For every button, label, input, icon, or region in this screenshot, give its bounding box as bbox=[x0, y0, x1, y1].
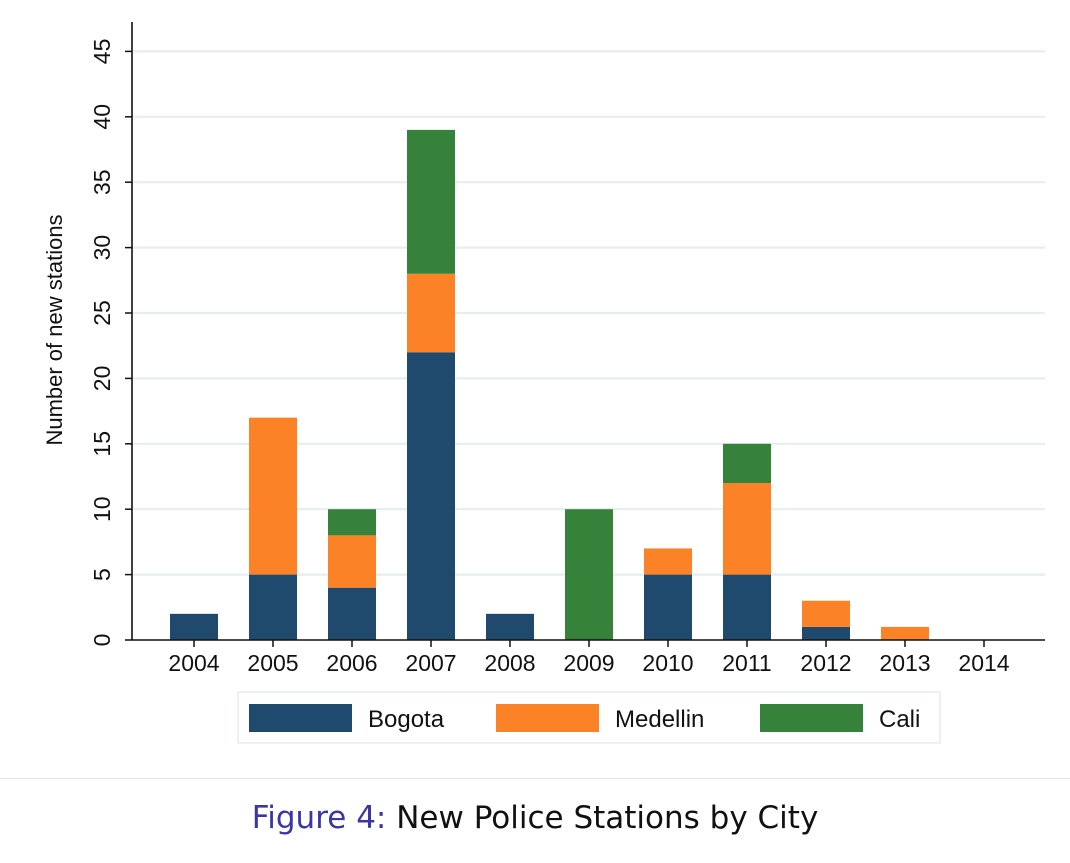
bar-bogota-2012 bbox=[802, 626, 850, 640]
bar-bogota-2007 bbox=[407, 352, 455, 640]
bar-bogota-2006 bbox=[328, 587, 376, 640]
bar-medellin-2010 bbox=[644, 548, 692, 575]
x-ticks: 2004 2005 2006 2007 2008 2009 2010 2011 2012 2013… bbox=[168, 640, 1010, 676]
bar-bogota-2010 bbox=[644, 574, 692, 640]
y-tick-label: 0 bbox=[89, 634, 115, 647]
caption-separator bbox=[0, 778, 1070, 779]
bar-bogota-2008 bbox=[486, 613, 534, 640]
bars bbox=[170, 129, 929, 640]
x-tick-label: 2011 bbox=[722, 650, 771, 676]
x-tick-label: 2007 bbox=[405, 650, 456, 676]
y-tick-label: 35 bbox=[89, 169, 115, 195]
y-axis-label: Number of new stations bbox=[42, 214, 67, 445]
figure-caption: Figure 4: New Police Stations by City bbox=[0, 800, 1070, 836]
figure-number: Figure 4: bbox=[251, 800, 387, 836]
bar-medellin-2011 bbox=[723, 483, 771, 575]
bar-cali-2009 bbox=[565, 509, 613, 640]
y-tick-label: 15 bbox=[89, 431, 115, 457]
x-tick-label: 2004 bbox=[168, 650, 219, 676]
bar-medellin-2006 bbox=[328, 535, 376, 588]
bar-bogota-2005 bbox=[249, 574, 297, 640]
legend-swatch-bogota bbox=[249, 704, 352, 732]
bar-bogota-2004 bbox=[170, 613, 218, 640]
bar-cali-2011 bbox=[723, 443, 771, 484]
bar-cali-2006 bbox=[328, 509, 376, 536]
bar-medellin-2012 bbox=[802, 600, 850, 627]
x-tick-label: 2012 bbox=[800, 650, 851, 676]
y-ticks: 0 5 10 15 20 25 30 35 40 45 bbox=[89, 39, 132, 647]
x-tick-label: 2013 bbox=[879, 650, 930, 676]
x-tick-label: 2010 bbox=[642, 650, 693, 676]
bar-cali-2007 bbox=[407, 129, 455, 274]
legend-swatch-medellin bbox=[496, 704, 599, 732]
y-tick-label: 25 bbox=[89, 300, 115, 326]
x-tick-label: 2008 bbox=[484, 650, 535, 676]
y-tick-label: 20 bbox=[89, 366, 115, 392]
legend-label-medellin: Medellin bbox=[615, 706, 704, 733]
x-tick-label: 2014 bbox=[958, 650, 1009, 676]
legend-swatch-cali bbox=[760, 704, 863, 732]
legend: Bogota Medellin Cali bbox=[237, 691, 941, 744]
x-tick-label: 2009 bbox=[563, 650, 614, 676]
y-tick-label: 5 bbox=[89, 568, 115, 581]
legend-label-bogota: Bogota bbox=[368, 706, 445, 733]
y-tick-label: 40 bbox=[89, 104, 115, 130]
y-tick-label: 45 bbox=[89, 39, 115, 65]
y-tick-label: 30 bbox=[89, 235, 115, 261]
x-tick-label: 2005 bbox=[247, 650, 298, 676]
bar-medellin-2005 bbox=[249, 417, 297, 575]
y-tick-label: 10 bbox=[89, 496, 115, 522]
bar-medellin-2013 bbox=[881, 626, 929, 640]
bar-medellin-2007 bbox=[407, 273, 455, 353]
x-tick-label: 2006 bbox=[326, 650, 377, 676]
legend-label-cali: Cali bbox=[879, 706, 920, 733]
bar-bogota-2011 bbox=[723, 574, 771, 640]
figure-title: New Police Stations by City bbox=[396, 800, 819, 836]
